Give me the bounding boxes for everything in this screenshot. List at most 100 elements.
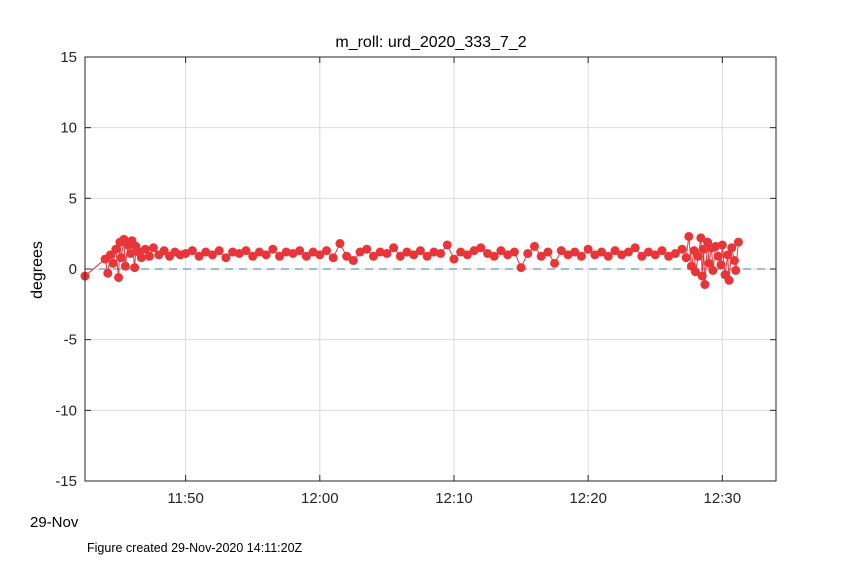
data-point: [140, 244, 150, 254]
y-tick-label: -5: [64, 332, 77, 349]
data-point: [509, 247, 519, 257]
data-point: [684, 231, 694, 241]
data-point: [187, 246, 197, 256]
data-point: [523, 248, 533, 258]
data-point: [301, 251, 311, 261]
data-point: [375, 247, 385, 257]
data-point: [657, 246, 667, 256]
data-point: [693, 251, 703, 261]
data-point: [603, 251, 613, 261]
data-point: [717, 240, 727, 250]
y-tick-label: -10: [55, 402, 77, 419]
data-point: [116, 253, 126, 263]
x-tick-label: 11:50: [167, 490, 203, 507]
data-point: [335, 239, 345, 249]
data-point: [543, 247, 553, 257]
data-point: [105, 250, 115, 260]
x-tick-label: 12:00: [301, 490, 339, 507]
data-point: [637, 251, 647, 261]
data-point: [516, 263, 526, 273]
data-point: [389, 243, 399, 253]
data-point: [275, 251, 285, 261]
data-point: [716, 260, 726, 270]
data-point: [496, 246, 506, 256]
data-point: [696, 233, 706, 243]
data-point: [610, 246, 620, 256]
data-point: [108, 258, 118, 268]
data-point: [241, 246, 251, 256]
data-point: [248, 251, 258, 261]
data-point: [536, 251, 546, 261]
data-point: [583, 244, 593, 254]
data-point: [114, 272, 124, 282]
data-point: [429, 247, 439, 257]
data-point: [529, 241, 539, 251]
data-point: [409, 250, 419, 260]
data-point: [368, 251, 378, 261]
data-point: [727, 243, 737, 253]
data-point: [422, 251, 432, 261]
data-point: [462, 250, 472, 260]
data-point: [489, 251, 499, 261]
data-point: [476, 243, 486, 253]
data-point: [228, 247, 238, 257]
data-point: [103, 268, 113, 278]
x-tick-label: 12:20: [569, 490, 607, 507]
data-point: [415, 246, 425, 256]
data-point: [704, 258, 714, 268]
chart-title: m_roll: urd_2020_333_7_2: [335, 34, 526, 51]
data-point: [650, 250, 660, 260]
data-point: [708, 265, 718, 275]
data-point: [681, 253, 691, 263]
data-point: [126, 248, 136, 258]
data-point: [630, 243, 640, 253]
data-point: [144, 251, 154, 261]
data-point: [342, 251, 352, 261]
data-point: [449, 254, 459, 264]
data-point: [348, 256, 358, 266]
data-point: [597, 247, 607, 257]
data-point: [713, 251, 723, 261]
data-point: [395, 251, 405, 261]
y-axis: -15 -10 -5 0 5 10 15: [55, 49, 776, 490]
data-point: [550, 258, 560, 268]
x-tick-label: 12:10: [435, 490, 473, 507]
data-point: [733, 237, 743, 247]
data-point: [677, 244, 687, 254]
data-point: [724, 275, 734, 285]
data-point: [382, 248, 392, 258]
data-point: [556, 246, 566, 256]
data-point: [570, 247, 580, 257]
y-axis-label: degrees: [29, 241, 46, 299]
date-label: 29-Nov: [30, 514, 79, 531]
data-point: [700, 280, 710, 290]
data-point: [261, 250, 271, 260]
data-point: [136, 253, 146, 263]
data-point: [697, 271, 707, 281]
data-point: [442, 240, 452, 250]
data-point: [731, 265, 741, 275]
data-point: [120, 261, 130, 271]
data-point: [130, 263, 140, 273]
x-axis: 11:50 12:00 12:10 12:20 12:30: [167, 57, 741, 507]
data-point: [207, 250, 217, 260]
data-point: [295, 246, 305, 256]
data-point: [159, 246, 169, 256]
x-tick-label: 12:30: [704, 490, 742, 507]
data-point: [268, 244, 278, 254]
data-point: [623, 247, 633, 257]
y-tick-label: 5: [69, 190, 77, 207]
y-tick-label: 0: [69, 261, 77, 278]
data-point: [729, 256, 739, 266]
data-point: [690, 267, 700, 277]
data-point: [699, 244, 709, 254]
y-tick-label: 10: [60, 120, 77, 137]
data-point: [711, 241, 721, 251]
data-point: [723, 250, 733, 260]
data-point: [315, 250, 325, 260]
data-point: [436, 248, 446, 258]
data-point: [670, 248, 680, 258]
y-tick-label: -15: [55, 473, 77, 490]
